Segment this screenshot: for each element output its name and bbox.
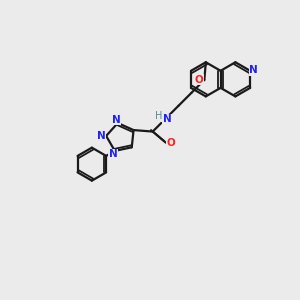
Text: N: N bbox=[163, 114, 172, 124]
Text: N: N bbox=[109, 149, 118, 159]
Text: N: N bbox=[249, 65, 258, 75]
Text: H: H bbox=[155, 111, 163, 121]
Text: O: O bbox=[167, 138, 175, 148]
Text: N: N bbox=[112, 115, 121, 124]
Text: O: O bbox=[195, 75, 204, 85]
Text: N: N bbox=[97, 131, 106, 141]
